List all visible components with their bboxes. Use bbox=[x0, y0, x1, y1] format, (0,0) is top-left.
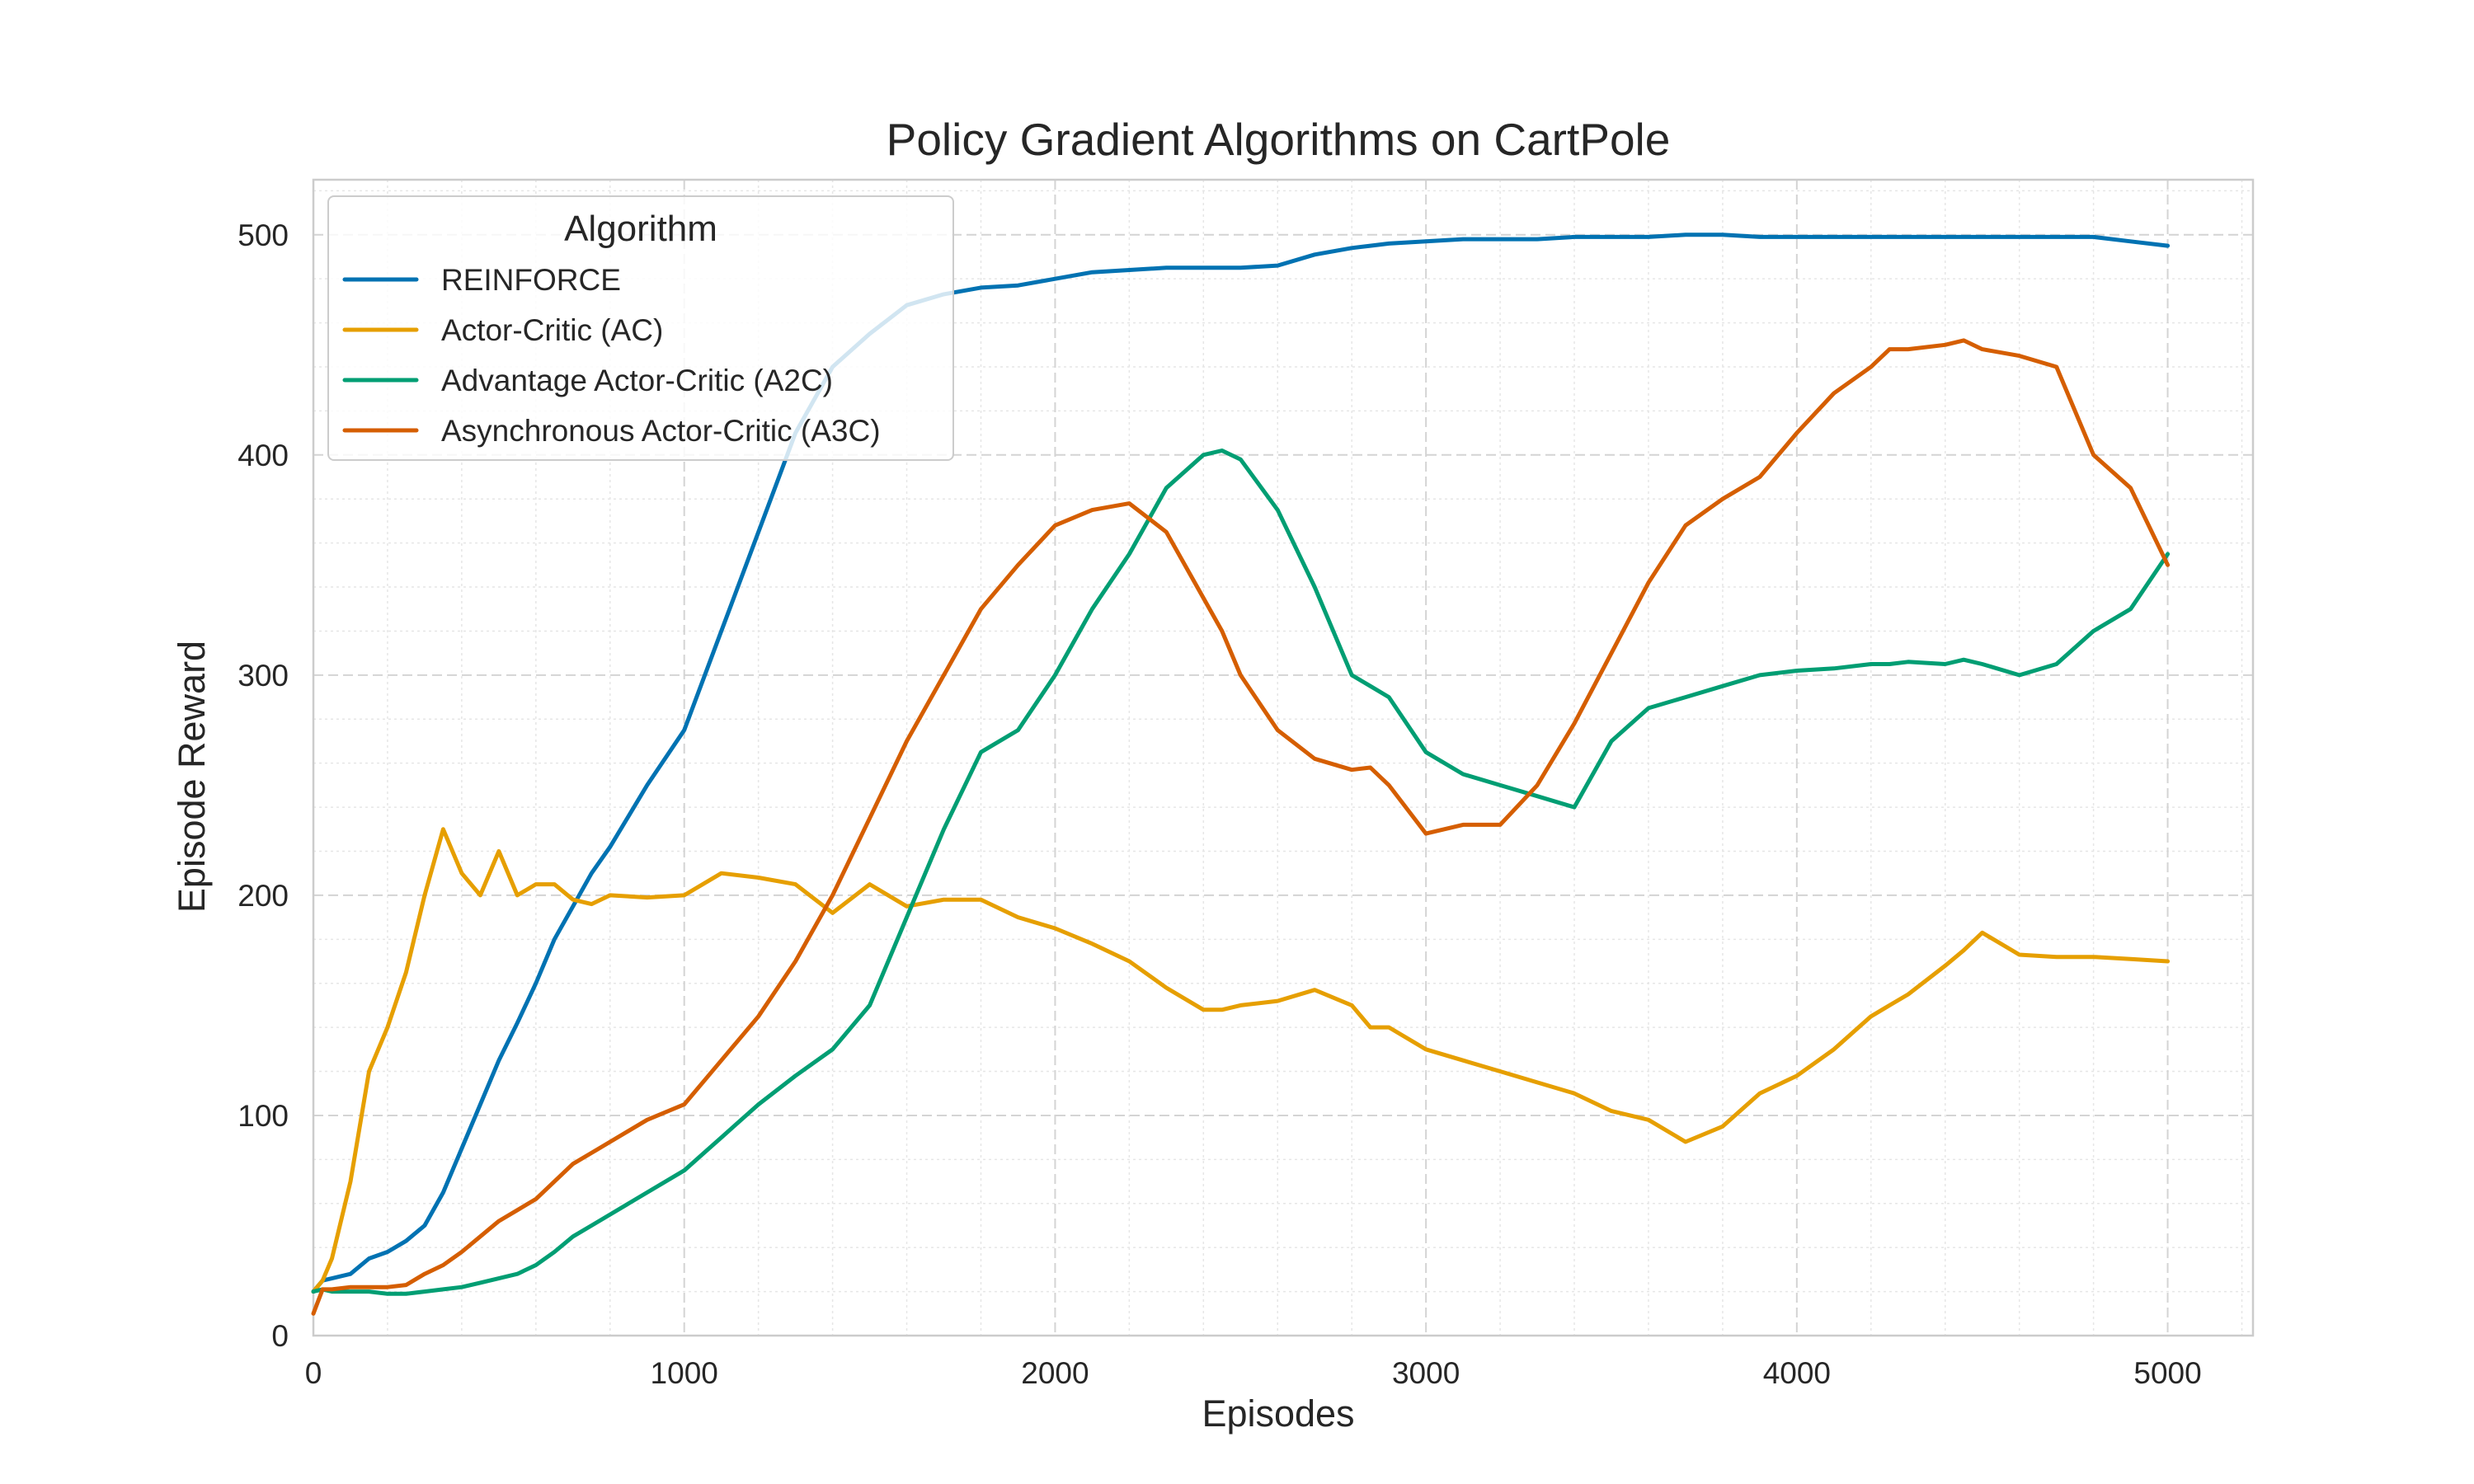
axis-ticks: 0 1000 2000 3000 4000 5000 0 100 200 300 400 500 bbox=[238, 218, 2201, 1390]
y-tick-label: 200 bbox=[238, 879, 289, 913]
legend-box bbox=[327, 195, 954, 461]
series-line-1 bbox=[311, 232, 2171, 1294]
x-tick-label: 0 bbox=[305, 1356, 322, 1390]
legend-label-2: Actor-Critic (AC) bbox=[441, 313, 663, 347]
legend-entries: REINFORCE Actor-Critic (AC) Advantage Acto… bbox=[342, 263, 881, 448]
y-tick-label: 0 bbox=[271, 1319, 289, 1353]
legend-title: Algorithm bbox=[564, 209, 717, 249]
x-tick-label: 5000 bbox=[2133, 1356, 2201, 1390]
x-tick-label: 1000 bbox=[651, 1356, 718, 1390]
y-tick-label: 100 bbox=[238, 1099, 289, 1133]
series-line-2 bbox=[311, 827, 2171, 1294]
y-tick-label: 300 bbox=[238, 659, 289, 693]
plot-area-frame bbox=[312, 178, 2255, 1337]
y-tick-label: 500 bbox=[238, 218, 289, 252]
series-line-3 bbox=[311, 448, 2171, 1296]
legend-label-1: REINFORCE bbox=[441, 263, 621, 297]
x-axis-label: Episodes bbox=[1202, 1392, 1354, 1435]
x-tick-label: 2000 bbox=[1021, 1356, 1089, 1390]
x-tick-label: 3000 bbox=[1392, 1356, 1460, 1390]
y-tick-label: 400 bbox=[238, 439, 289, 472]
series-line-4 bbox=[311, 338, 2171, 1316]
x-tick-label: 4000 bbox=[1763, 1356, 1831, 1390]
series-lines bbox=[311, 232, 2171, 1316]
legend-label-3: Advantage Actor-Critic (A2C) bbox=[441, 364, 833, 397]
legend: Algorithm REINFORCE Actor-Critic (AC) Adva… bbox=[327, 195, 954, 461]
y-axis-label: Episode Reward bbox=[171, 641, 213, 913]
legend-label-4: Asynchronous Actor-Critic (A3C) bbox=[441, 414, 881, 448]
chart-title: Policy Gradient Algorithms on CartPole bbox=[887, 114, 1671, 165]
